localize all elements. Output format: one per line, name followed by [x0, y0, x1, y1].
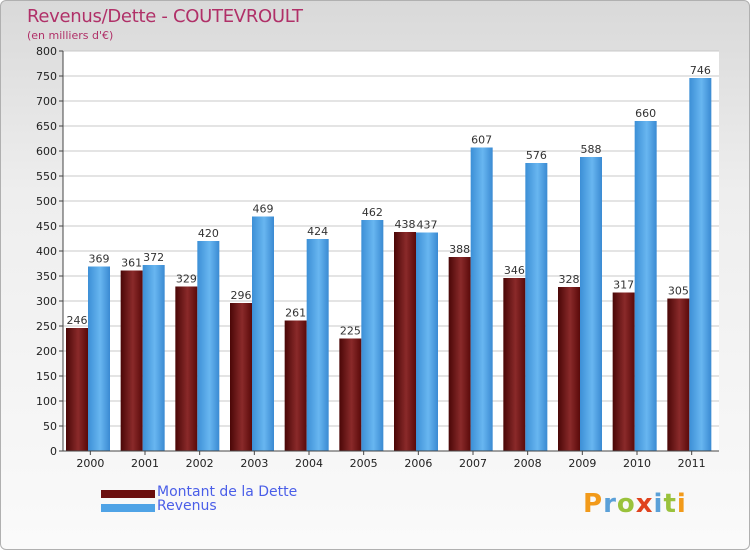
data-label-revenue-2010: 660	[635, 107, 656, 120]
bar-revenue-2008	[525, 163, 548, 451]
legend-label-debt: Montant de la Dette	[157, 484, 298, 500]
y-tick-label: 450	[36, 220, 57, 233]
x-tick-label: 2000	[76, 457, 104, 470]
bar-debt-2007	[448, 257, 471, 451]
y-tick-label: 650	[36, 120, 57, 133]
y-tick-label: 800	[36, 45, 57, 58]
data-label-debt-2006: 438	[395, 218, 416, 231]
bar-debt-2002	[175, 286, 198, 451]
legend-label-revenue: Revenus	[157, 498, 217, 514]
bar-revenue-2001	[142, 265, 165, 451]
y-tick-label: 150	[36, 370, 57, 383]
logo-letter: o	[616, 489, 636, 519]
data-label-revenue-2009: 588	[581, 143, 602, 156]
x-tick-label: 2006	[404, 457, 432, 470]
bar-revenue-2009	[580, 157, 602, 451]
y-tick-label: 700	[36, 95, 57, 108]
data-label-debt-2011: 305	[668, 285, 689, 298]
data-label-debt-2009: 328	[559, 273, 580, 286]
y-tick-label: 300	[36, 295, 57, 308]
bar-revenue-2011	[689, 78, 712, 451]
data-label-revenue-2005: 462	[362, 206, 383, 219]
x-tick-label: 2007	[459, 457, 487, 470]
data-label-revenue-2002: 420	[198, 227, 219, 240]
y-tick-label: 0	[50, 445, 57, 458]
x-tick-label: 2001	[131, 457, 159, 470]
logo-letter: t	[663, 489, 677, 519]
x-tick-label: 2009	[568, 457, 596, 470]
axes: 0 50 100 150 200 250 300 350 400 450 500 550 600 650 7…	[36, 45, 719, 470]
data-label-debt-2000: 246	[67, 314, 88, 327]
logo-letter: x	[635, 489, 654, 519]
x-tick-label: 2011	[678, 457, 706, 470]
bar-revenue-2002	[197, 241, 220, 451]
bar-debt-2001	[120, 270, 143, 451]
x-tick-label: 2005	[350, 457, 378, 470]
logo-letter: i	[653, 489, 664, 519]
bar-debt-2010	[612, 292, 635, 451]
data-label-revenue-2007: 607	[471, 134, 492, 147]
data-label-revenue-2011: 746	[690, 64, 711, 77]
data-label-revenue-2000: 369	[89, 253, 110, 266]
bar-revenue-2000	[88, 266, 110, 451]
logo-letter: i	[676, 489, 687, 519]
bar-revenue-2007	[470, 147, 493, 451]
bars: 246 369 361 372 329 420 296 469 261 424 225 462 438 4…	[66, 64, 712, 451]
y-tick-label: 350	[36, 270, 57, 283]
data-label-debt-2005: 225	[340, 325, 361, 338]
legend-swatch-revenue	[101, 504, 155, 512]
y-tick-label: 100	[36, 395, 57, 408]
bar-debt-2004	[284, 320, 307, 451]
bar-revenue-2006	[416, 232, 438, 451]
data-label-debt-2003: 296	[231, 289, 252, 302]
y-tick-label: 750	[36, 70, 57, 83]
bar-debt-2003	[230, 303, 252, 451]
y-tick-label: 500	[36, 195, 57, 208]
data-label-debt-2001: 361	[121, 257, 142, 270]
y-tick-label: 250	[36, 320, 57, 333]
y-tick-label: 50	[43, 420, 57, 433]
x-tick-label: 2008	[514, 457, 542, 470]
bar-revenue-2004	[306, 239, 329, 451]
x-tick-label: 2002	[186, 457, 214, 470]
legend-swatch-debt	[101, 490, 155, 498]
logo-letter: P	[583, 489, 604, 519]
y-tick-label: 200	[36, 345, 57, 358]
y-tick-label: 600	[36, 145, 57, 158]
data-label-revenue-2003: 469	[253, 203, 274, 216]
bar-revenue-2003	[252, 216, 274, 451]
bar-revenue-2010	[634, 121, 657, 451]
data-label-debt-2008: 346	[504, 264, 525, 277]
bar-debt-2006	[394, 232, 416, 451]
data-label-debt-2004: 261	[285, 307, 306, 320]
chart-subtitle: (en milliers d'€)	[27, 29, 114, 42]
x-tick-label: 2003	[240, 457, 268, 470]
data-label-revenue-2006: 437	[417, 219, 438, 232]
proxiti-logo: Proxiti	[583, 489, 687, 519]
logo-letter: r	[603, 489, 617, 519]
data-label-revenue-2001: 372	[143, 251, 164, 264]
chart-title: Revenus/Dette - COUTEVROULT	[27, 6, 303, 27]
y-tick-label: 550	[36, 170, 57, 183]
bar-debt-2000	[66, 328, 88, 451]
bar-revenue-2005	[361, 220, 384, 451]
data-label-debt-2010: 317	[613, 279, 634, 292]
data-label-revenue-2008: 576	[526, 149, 547, 162]
bar-debt-2011	[667, 298, 690, 451]
y-tick-label: 400	[36, 245, 57, 258]
bar-debt-2009	[558, 287, 580, 451]
bar-debt-2005	[339, 338, 362, 451]
x-tick-label: 2004	[295, 457, 323, 470]
bar-debt-2008	[503, 278, 526, 451]
data-label-debt-2007: 388	[449, 243, 470, 256]
data-label-revenue-2004: 424	[307, 225, 328, 238]
data-label-debt-2002: 329	[176, 273, 197, 286]
grid-lines	[63, 50, 719, 452]
x-tick-label: 2010	[623, 457, 651, 470]
